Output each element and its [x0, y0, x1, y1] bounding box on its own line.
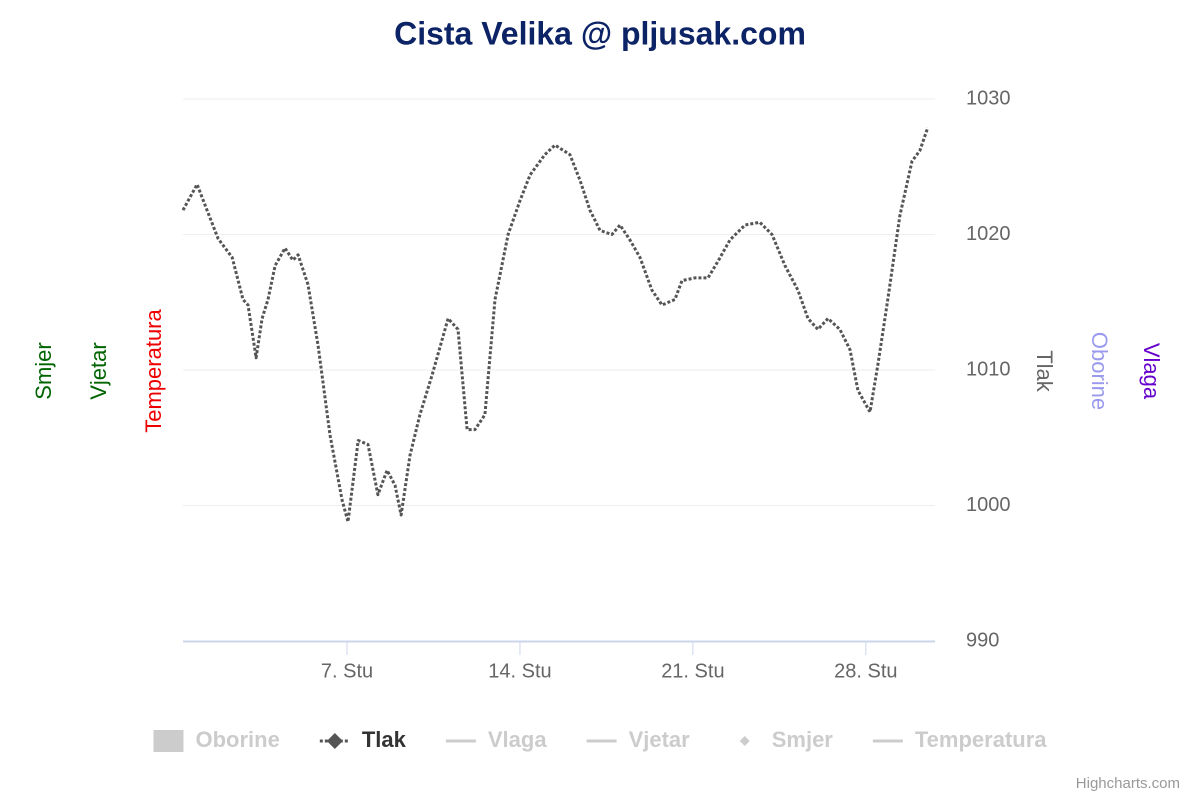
legend-symbol[interactable] [739, 736, 750, 746]
axis-title: Oborine [1087, 332, 1112, 410]
axis-title: Vjetar [86, 342, 111, 399]
x-tick-label: 21. Stu [661, 660, 724, 682]
legend-label[interactable]: Smjer [772, 727, 834, 752]
axis-title: Smjer [31, 342, 56, 399]
credits[interactable]: Highcharts.com [1076, 775, 1180, 792]
data-line [181, 127, 930, 524]
legend-symbol[interactable] [153, 730, 184, 752]
x-tick-label: 7. Stu [321, 660, 373, 682]
legend-label[interactable]: Tlak [362, 727, 407, 752]
y-tick-label: 1020 [966, 223, 1011, 245]
y-tick-label: 1010 [966, 358, 1011, 380]
y-tick-label: 1030 [966, 87, 1011, 109]
legend-label[interactable]: Vjetar [629, 727, 691, 752]
axis-title: Vlaga [1139, 343, 1164, 400]
x-tick-label: 14. Stu [488, 660, 551, 682]
legend-symbol[interactable] [326, 733, 343, 749]
axis-title: Temperatura [141, 308, 166, 432]
legend-label[interactable]: Oborine [195, 727, 279, 752]
legend-label[interactable]: Vlaga [488, 727, 547, 752]
y-tick-label: 990 [966, 629, 999, 651]
axis-title: Tlak [1032, 350, 1057, 393]
legend-label[interactable]: Temperatura [915, 727, 1047, 752]
chart-title: Cista Velika @ pljusak.com [394, 15, 806, 51]
x-tick-label: 28. Stu [834, 660, 897, 682]
y-tick-label: 1000 [966, 494, 1011, 516]
